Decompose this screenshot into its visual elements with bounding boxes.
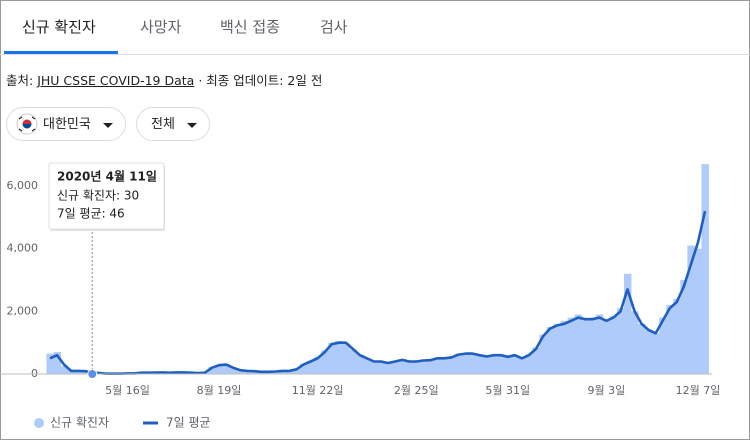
dropdown-caret [103, 123, 113, 128]
tab[interactable]: 백신 접종 [220, 18, 280, 36]
flag-icon [16, 113, 38, 135]
country-dropdown[interactable]: 대한민국 [6, 107, 126, 141]
dropdown-label: 대한민국 [43, 117, 91, 132]
tab[interactable]: 사망자 [140, 18, 182, 36]
range-dropdown[interactable]: 전체 [136, 107, 210, 141]
tab-bar: 신규 확진자 사망자 백신 접종 검사 [0, 0, 750, 55]
source-link[interactable]: JHU CSSE COVID-19 Data [37, 73, 195, 88]
dropdown-label: 전체 [151, 117, 175, 132]
source-line: 출처: JHU CSSE COVID-19 Data · 최종 업데이트: 2일… [6, 70, 322, 89]
tab[interactable]: 검사 [320, 18, 348, 36]
source-label: 출처: [6, 73, 34, 88]
dropdown-caret [187, 123, 197, 128]
tab-indicator [4, 51, 118, 54]
tab[interactable]: 신규 확진자 [22, 18, 96, 36]
update-info: · 최종 업데이트: 2일 전 [198, 73, 323, 88]
